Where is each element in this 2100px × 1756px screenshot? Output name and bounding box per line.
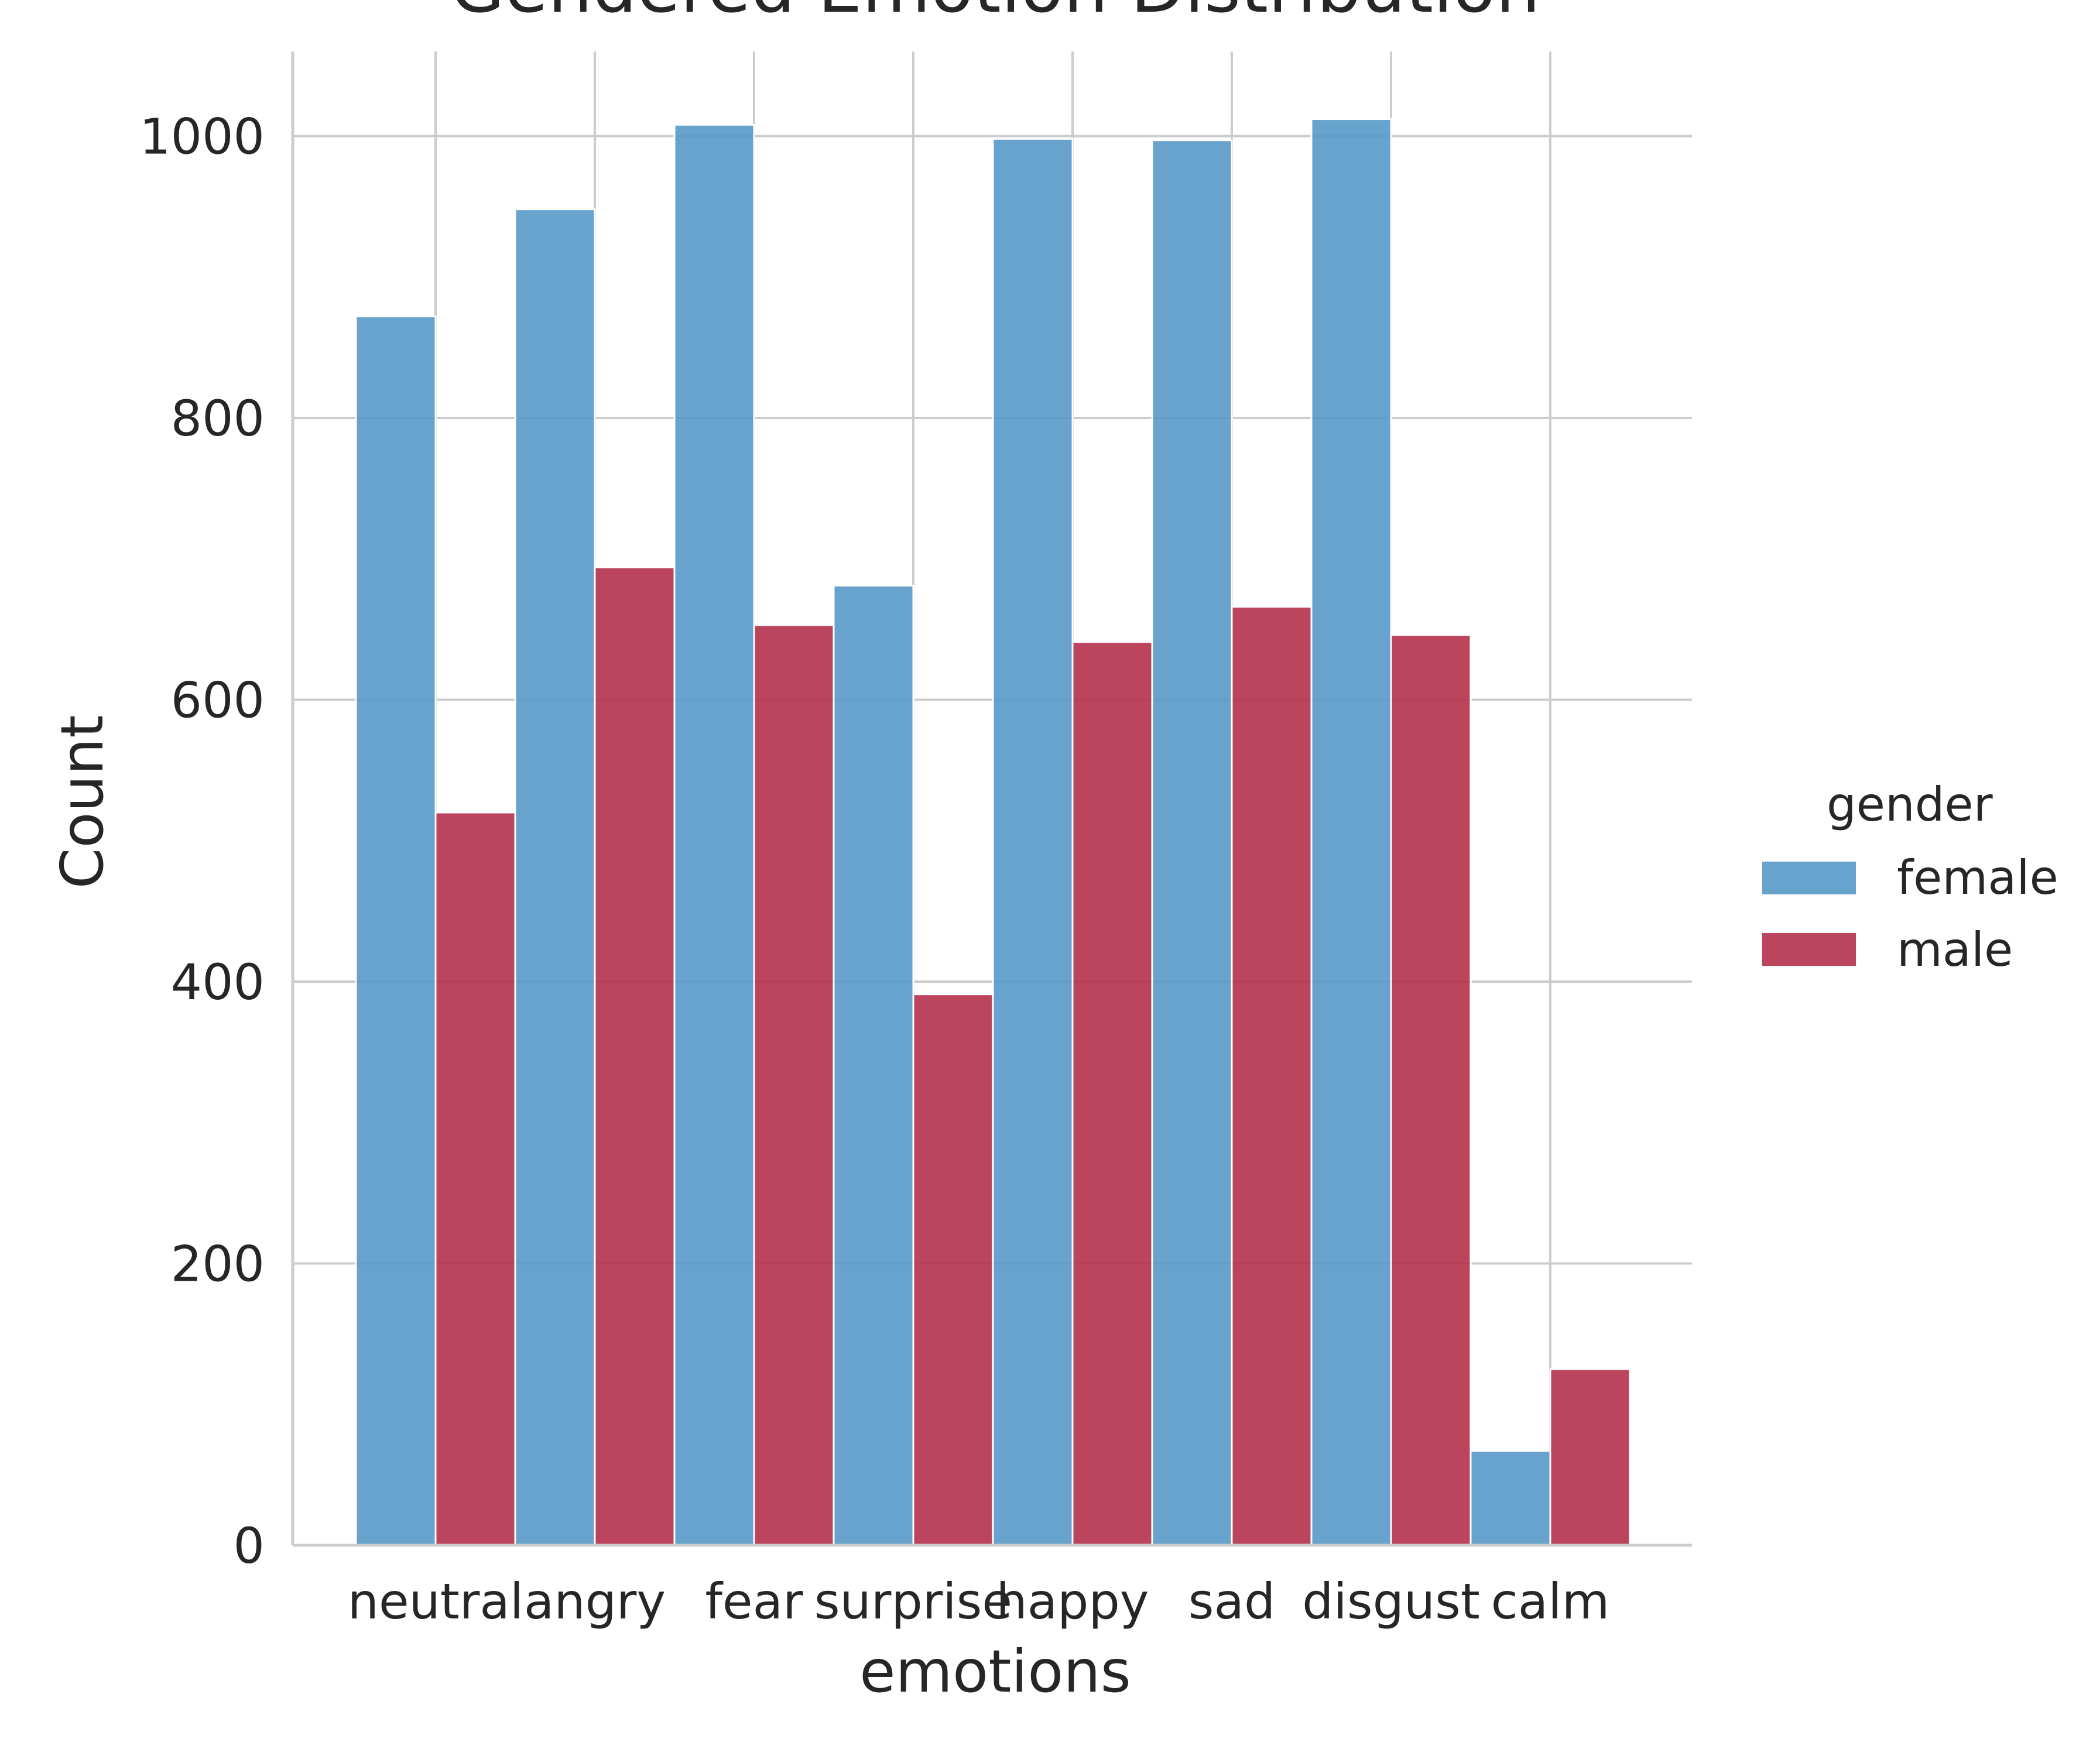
legend-label-female: female [1897,850,2058,905]
y-tick-label: 800 [171,390,265,447]
tick-labels: 0 200 400 600 800 1000 neutral angry fear surpris… [139,108,1609,1630]
bar-female-fear [673,124,755,1546]
bar-male-angry [594,566,676,1546]
bar-male-surprise [912,993,994,1546]
bar-male-disgust [1390,634,1472,1546]
x-tick-label-sad: sad [1188,1573,1276,1630]
y-axis-title: Count [48,715,117,889]
bar-male-neutral [434,811,516,1546]
bar-male-fear [753,624,835,1546]
x-axis-title: emotions [859,1637,1131,1706]
bar-female-calm [1469,1450,1551,1546]
x-tick-label-angry: angry [524,1573,666,1630]
legend-swatch-male [1762,933,1856,966]
bars [355,118,1631,1546]
bar-male-calm [1549,1368,1631,1546]
legend-swatch-female [1762,862,1856,894]
bar-female-angry [514,208,596,1546]
x-tick-label-fear: fear [705,1573,803,1630]
y-tick-label: 600 [171,671,265,729]
bar-female-happy [992,138,1074,1546]
legend-title: gender [1827,777,1993,832]
bar-female-disgust [1310,118,1392,1546]
bar-female-surprise [833,584,914,1546]
x-tick-label-disgust: disgust [1302,1573,1480,1630]
y-tick-label: 400 [171,954,265,1011]
legend-label-male: male [1897,922,2013,977]
y-tick-label: 200 [171,1235,265,1292]
chart-title: Gendered Emotion Distribution [450,0,1540,29]
x-tick-label-happy: happy [996,1573,1149,1630]
x-tick-label-calm: calm [1491,1573,1610,1630]
bar-female-sad [1151,139,1233,1546]
y-tick-label: 0 [234,1517,265,1575]
bar-female-neutral [355,315,437,1546]
bar-male-happy [1071,641,1153,1546]
axes [291,52,1692,1547]
legend: gender female male [1762,777,2058,977]
y-tick-label: 1000 [139,108,265,165]
bar-male-sad [1231,606,1313,1546]
x-tick-label-neutral: neutral [348,1573,523,1630]
x-tick-label-surprise: surprise [814,1573,1012,1630]
